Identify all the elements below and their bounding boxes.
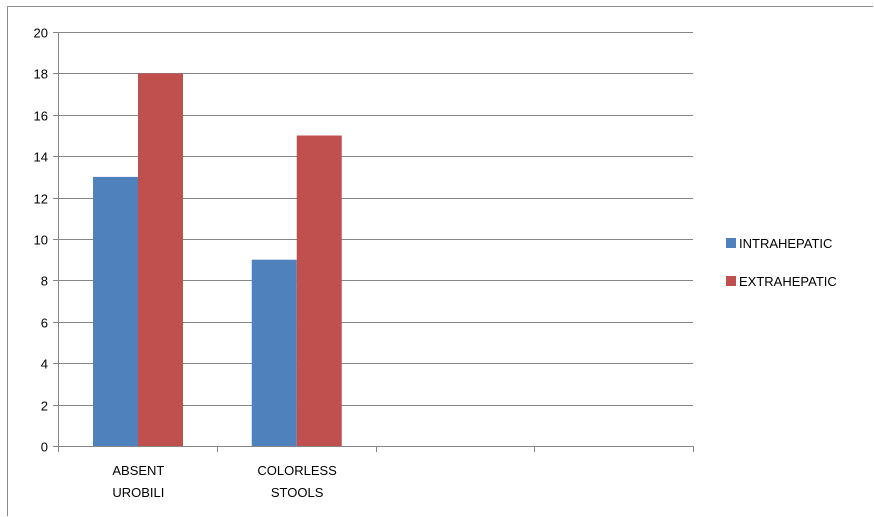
x-axis: ABSENT UROBILI COLORLESS STOOLS [58, 446, 694, 500]
y-tick-label: 8 [41, 274, 48, 289]
x-category-label: STOOLS [271, 485, 324, 500]
bar-extrahepatic-0 [138, 73, 183, 447]
legend-label-intrahepatic: INTRAHEPATIC [739, 236, 832, 251]
y-tick-label: 20 [34, 26, 48, 41]
y-tick-label: 6 [41, 316, 48, 331]
y-tick-label: 4 [41, 357, 48, 372]
y-axis: 0 2 4 6 8 10 12 14 16 18 20 [34, 26, 59, 455]
x-category-label: UROBILI [112, 485, 164, 500]
y-tick-label: 2 [41, 399, 48, 414]
bar-extrahepatic-1 [296, 135, 342, 446]
y-tick-label: 12 [34, 192, 48, 207]
gridlines [58, 32, 693, 406]
x-category-label: COLORLESS [257, 463, 337, 478]
legend: INTRAHEPATIC EXTRAHEPATIC [726, 236, 837, 289]
legend-swatch-intrahepatic [726, 238, 736, 248]
bar-intrahepatic-0 [93, 176, 138, 446]
x-category-label: ABSENT [112, 463, 164, 478]
bar-intrahepatic-1 [251, 259, 297, 446]
y-tick-label: 10 [34, 233, 48, 248]
y-tick-label: 18 [34, 67, 48, 82]
chart-frame [7, 6, 873, 516]
legend-swatch-extrahepatic [726, 276, 736, 286]
bars [93, 73, 342, 447]
legend-label-extrahepatic: EXTRAHEPATIC [739, 274, 837, 289]
y-tick-label: 16 [34, 109, 48, 124]
y-tick-label: 14 [34, 150, 48, 165]
y-tick-label: 0 [41, 440, 48, 455]
